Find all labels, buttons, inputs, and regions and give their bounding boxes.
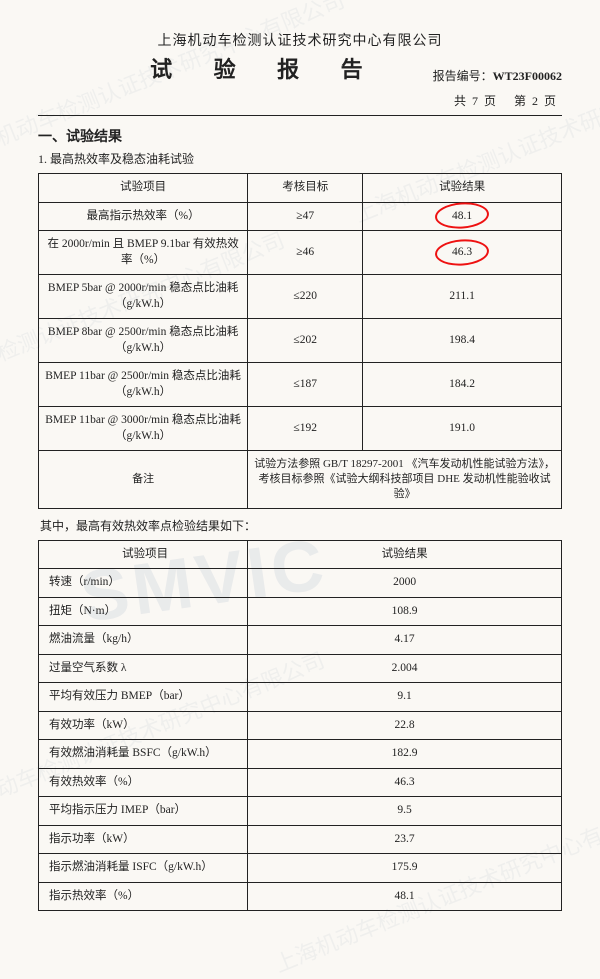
table-footer-row: 备注 试验方法参照 GB/T 18297-2001 《汽车发动机性能试验方法》，… (39, 451, 562, 509)
cell-item: 扭矩（N·m） (39, 597, 248, 626)
cell-item: 燃油流量（kg/h） (39, 626, 248, 655)
cell-item: 指示功率（kW） (39, 825, 248, 854)
table-row: 在 2000r/min 且 BMEP 9.1bar 有效热效率（%）≥46 46.… (39, 231, 562, 275)
cell-result: 48.1 (248, 882, 562, 911)
col-header-item: 试验项目 (39, 540, 248, 569)
cell-result: 46.3 (248, 768, 562, 797)
cell-result: 9.5 (248, 797, 562, 826)
col-header-target: 考核目标 (248, 174, 363, 203)
cell-item: 在 2000r/min 且 BMEP 9.1bar 有效热效率（%） (39, 231, 248, 275)
header-company: 上海机动车检测认证技术研究中心有限公司 (38, 30, 562, 50)
cell-target: ≤192 (248, 407, 363, 451)
cell-result: 211.1 (363, 275, 562, 319)
highlighted-value: 48.1 (452, 209, 472, 225)
mid-note: 其中，最高有效热效率点检验结果如下： (40, 517, 562, 534)
cell-result: 175.9 (248, 854, 562, 883)
col-header-result: 试验结果 (248, 540, 562, 569)
header-rule (38, 115, 562, 116)
table-row: BMEP 5bar @ 2000r/min 稳态点比油耗（g/kW.h）≤220… (39, 275, 562, 319)
section-title: 一、试验结果 (38, 126, 562, 146)
table-row: 转速（r/min）2000 (39, 569, 562, 598)
cell-result: 182.9 (248, 740, 562, 769)
cell-result: 108.9 (248, 597, 562, 626)
table-row: 有效燃油消耗量 BSFC（g/kW.h）182.9 (39, 740, 562, 769)
cell-result: 191.0 (363, 407, 562, 451)
table-row: 平均指示压力 IMEP（bar）9.5 (39, 797, 562, 826)
cell-item: 最高指示热效率（%） (39, 202, 248, 231)
cell-item: 平均指示压力 IMEP（bar） (39, 797, 248, 826)
cell-item: 指示热效率（%） (39, 882, 248, 911)
cell-item: 平均有效压力 BMEP（bar） (39, 683, 248, 712)
cell-target: ≤202 (248, 319, 363, 363)
cell-result: 23.7 (248, 825, 562, 854)
cell-target: ≤187 (248, 363, 363, 407)
report-number: 报告编号：WT23F00062 (433, 67, 562, 84)
cell-item: BMEP 11bar @ 2500r/min 稳态点比油耗（g/kW.h） (39, 363, 248, 407)
table-row: 指示功率（kW）23.7 (39, 825, 562, 854)
table-row: BMEP 11bar @ 3000r/min 稳态点比油耗（g/kW.h）≤19… (39, 407, 562, 451)
cell-result: 184.2 (363, 363, 562, 407)
cell-target: ≥46 (248, 231, 363, 275)
highlighted-value: 46.3 (452, 245, 472, 261)
footer-label: 备注 (39, 451, 248, 509)
table-row: 燃油流量（kg/h）4.17 (39, 626, 562, 655)
cell-item: 有效功率（kW） (39, 711, 248, 740)
table-row: 平均有效压力 BMEP（bar）9.1 (39, 683, 562, 712)
cell-result: 2.004 (248, 654, 562, 683)
cell-item: BMEP 8bar @ 2500r/min 稳态点比油耗（g/kW.h） (39, 319, 248, 363)
cell-item: 有效热效率（%） (39, 768, 248, 797)
table-row: 指示热效率（%）48.1 (39, 882, 562, 911)
cell-target: ≥47 (248, 202, 363, 231)
cell-item: 有效燃油消耗量 BSFC（g/kW.h） (39, 740, 248, 769)
table-row: 有效功率（kW）22.8 (39, 711, 562, 740)
cell-result: 9.1 (248, 683, 562, 712)
cell-item: BMEP 5bar @ 2000r/min 稳态点比油耗（g/kW.h） (39, 275, 248, 319)
cell-item: BMEP 11bar @ 3000r/min 稳态点比油耗（g/kW.h） (39, 407, 248, 451)
report-number-value: WT23F00062 (493, 69, 562, 83)
cell-result: 198.4 (363, 319, 562, 363)
table-row: 指示燃油消耗量 ISFC（g/kW.h）175.9 (39, 854, 562, 883)
report-title: 试 验 报 告 (38, 52, 433, 84)
table-row: 过量空气系数 λ2.004 (39, 654, 562, 683)
col-header-item: 试验项目 (39, 174, 248, 203)
cell-item: 指示燃油消耗量 ISFC（g/kW.h） (39, 854, 248, 883)
page-indicator: 共 7 页 第 2 页 (38, 92, 562, 109)
results-table-2: 试验项目 试验结果 转速（r/min）2000扭矩（N·m）108.9燃油流量（… (38, 540, 562, 912)
report-number-label: 报告编号： (433, 69, 493, 83)
table-header-row: 试验项目 考核目标 试验结果 (39, 174, 562, 203)
cell-result: 48.1 (363, 202, 562, 231)
table-row: BMEP 11bar @ 2500r/min 稳态点比油耗（g/kW.h）≤18… (39, 363, 562, 407)
cell-result: 2000 (248, 569, 562, 598)
highlight-circle-icon (434, 237, 490, 267)
cell-item: 过量空气系数 λ (39, 654, 248, 683)
col-header-result: 试验结果 (363, 174, 562, 203)
subsection-title: 1. 最高热效率及稳态油耗试验 (38, 150, 562, 167)
highlight-circle-icon (434, 201, 490, 231)
cell-result: 22.8 (248, 711, 562, 740)
cell-item: 转速（r/min） (39, 569, 248, 598)
cell-target: ≤220 (248, 275, 363, 319)
table-row: 有效热效率（%）46.3 (39, 768, 562, 797)
footer-text: 试验方法参照 GB/T 18297-2001 《汽车发动机性能试验方法》，考核目… (248, 451, 562, 509)
results-table-1: 试验项目 考核目标 试验结果 最高指示热效率（%）≥47 48.1 在 2000r/… (38, 173, 562, 509)
table-row: 扭矩（N·m）108.9 (39, 597, 562, 626)
cell-result: 46.3 (363, 231, 562, 275)
cell-result: 4.17 (248, 626, 562, 655)
table-row: BMEP 8bar @ 2500r/min 稳态点比油耗（g/kW.h）≤202… (39, 319, 562, 363)
table-row: 最高指示热效率（%）≥47 48.1 (39, 202, 562, 231)
table-header-row: 试验项目 试验结果 (39, 540, 562, 569)
